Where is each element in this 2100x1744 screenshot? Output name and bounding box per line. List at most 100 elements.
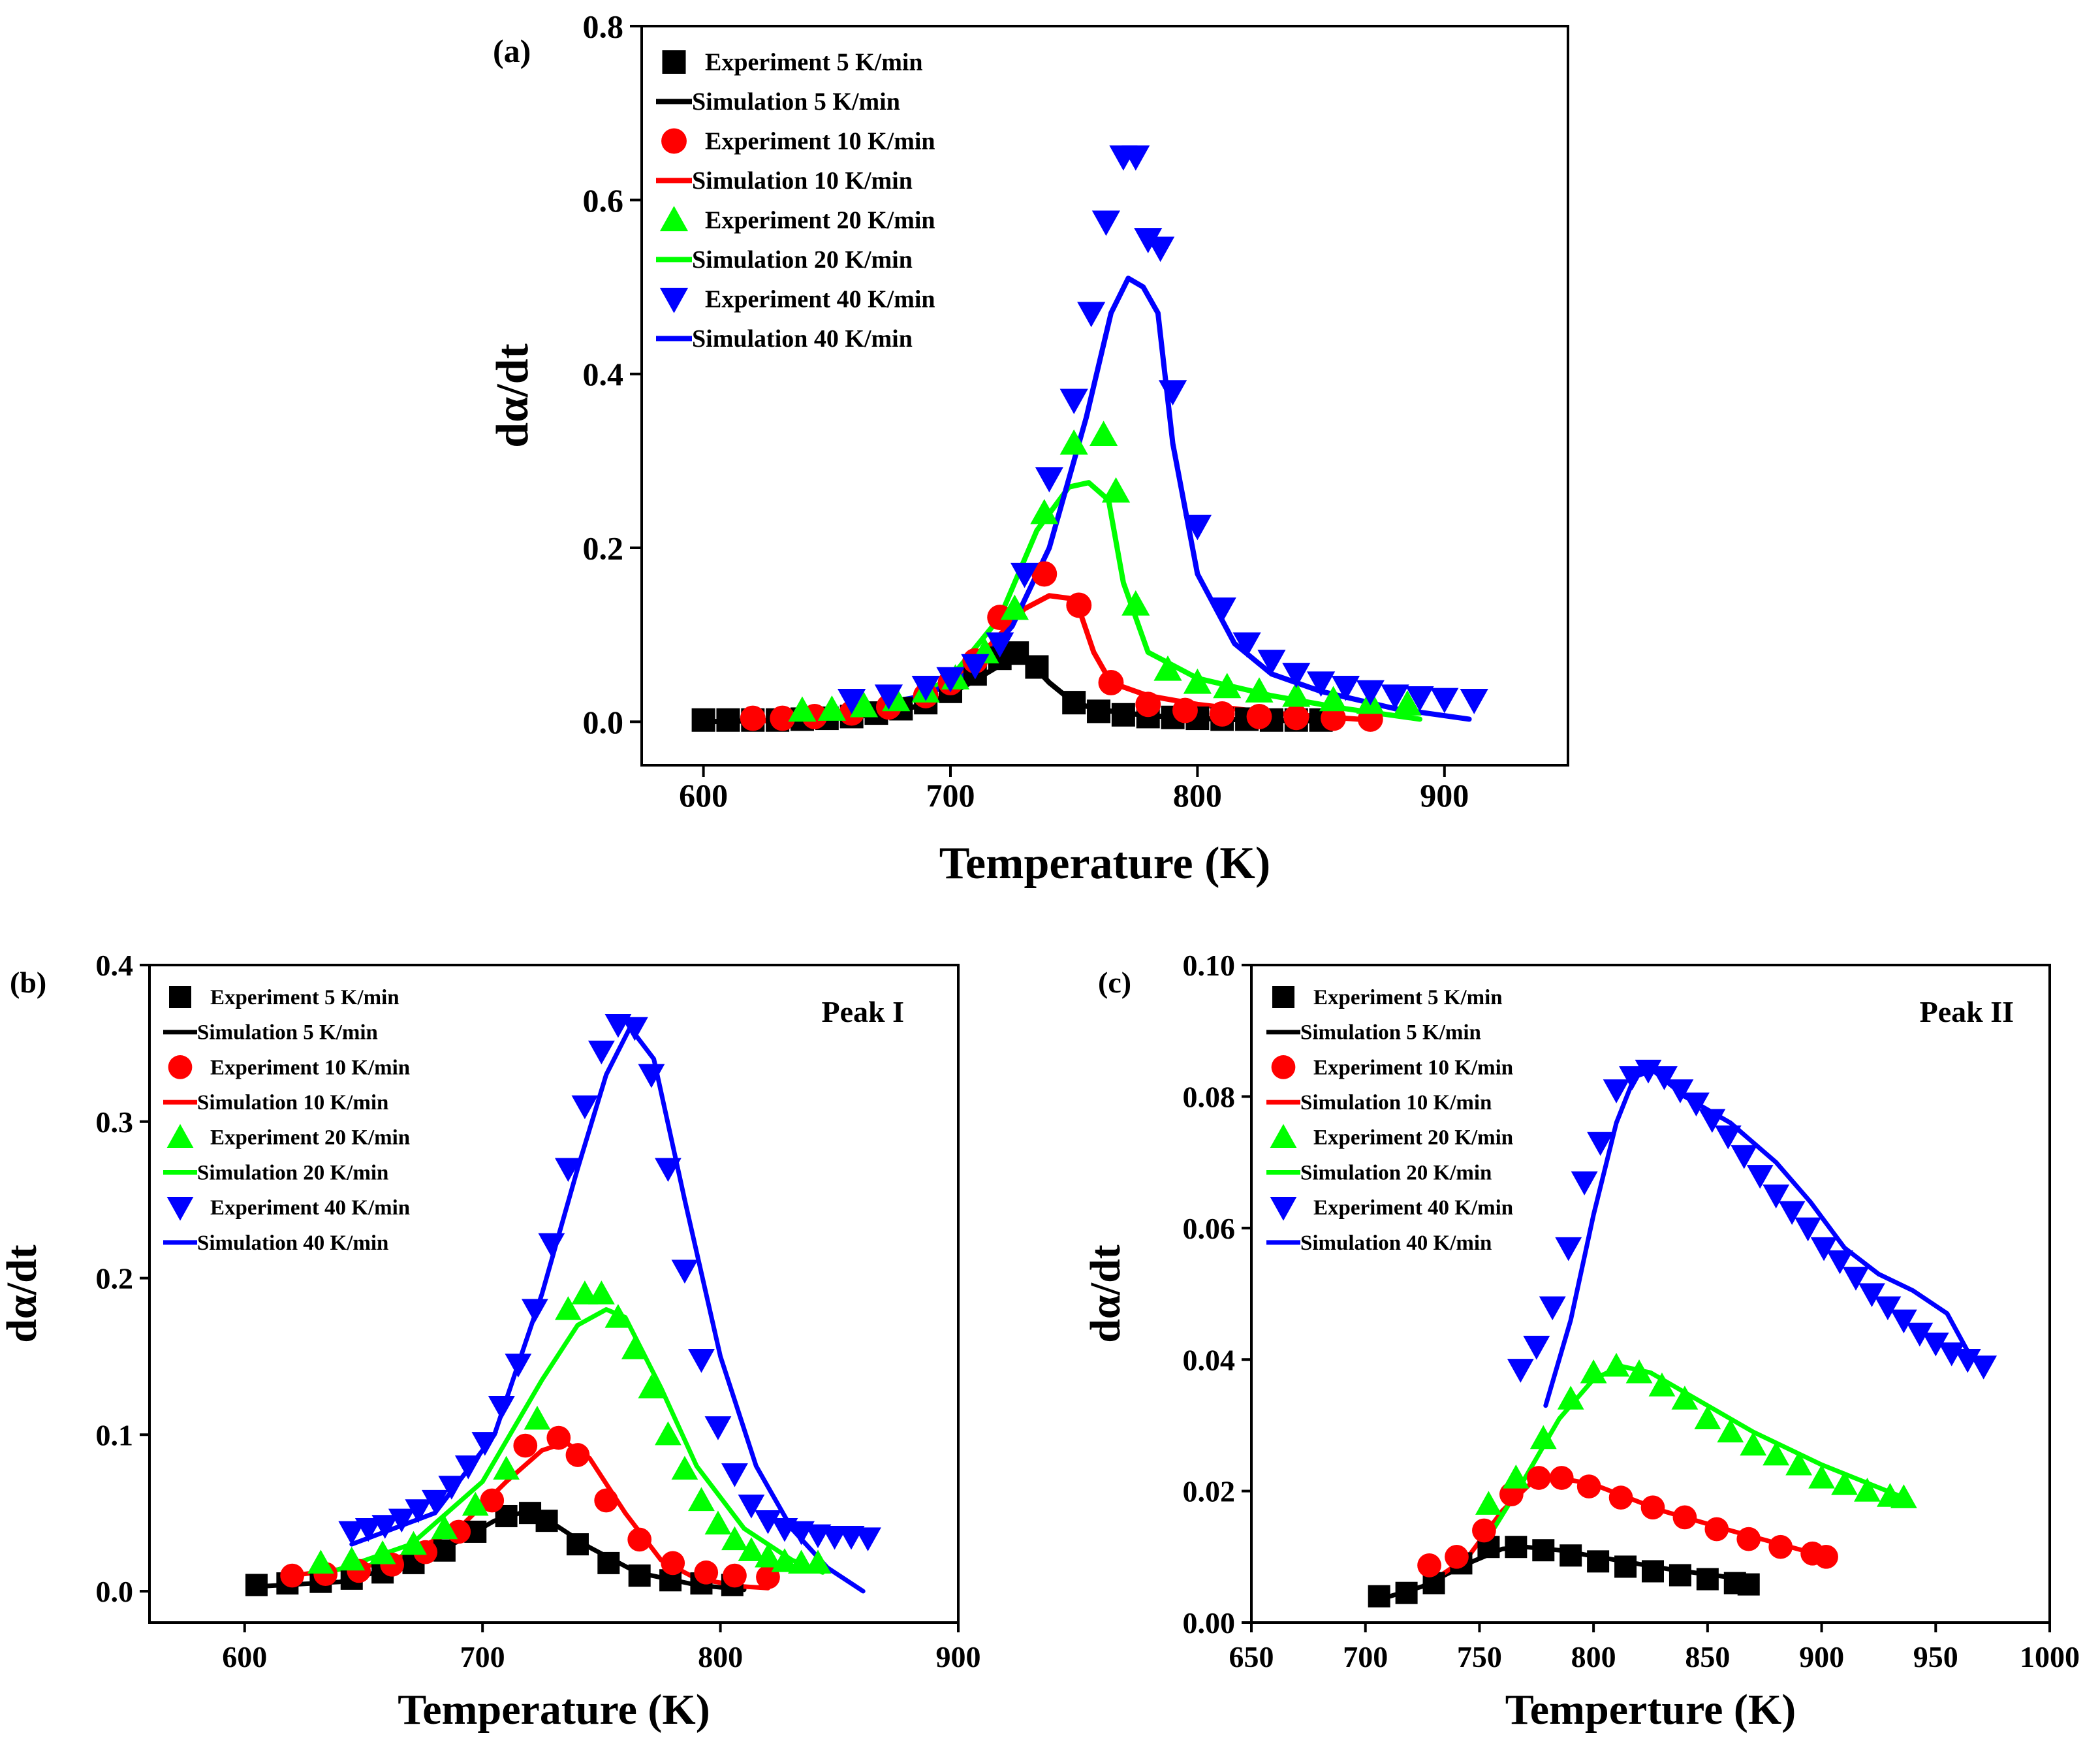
data-point (1010, 562, 1039, 588)
data-point (1714, 1125, 1742, 1150)
chart-panel-c: 650 700 750 800 850 900 950 1000 0.00 0.02 0.04 0.0… (1082, 949, 2080, 1734)
data-point (1529, 1425, 1557, 1450)
data-point (1319, 686, 1348, 712)
data-point (804, 1549, 832, 1574)
data-point (704, 1416, 732, 1440)
data-point (1153, 655, 1182, 681)
x-tick-label: 900 (1799, 1640, 1844, 1673)
data-point (704, 1510, 732, 1535)
legend-marker (1271, 1055, 1296, 1079)
panel-label: (b) (10, 966, 46, 999)
data-point (1245, 677, 1274, 703)
data-point (588, 1280, 615, 1305)
data-point (1731, 1145, 1758, 1169)
legend-marker (659, 206, 689, 232)
data-point (1648, 1372, 1676, 1397)
y-tick-label: 0.06 (1183, 1212, 1236, 1245)
data-point (1000, 594, 1029, 620)
data-point (1608, 1485, 1633, 1510)
data-point (716, 708, 740, 732)
data-point (1395, 1581, 1418, 1604)
data-point (874, 684, 903, 710)
plot-frame (148, 964, 960, 1624)
data-point (1208, 597, 1236, 623)
data-point (388, 1508, 415, 1533)
data-point (1635, 1059, 1662, 1084)
data-point (1672, 1505, 1697, 1530)
data-point (480, 1488, 505, 1513)
data-point (565, 1443, 590, 1467)
data-point (755, 1543, 781, 1568)
data-point (1557, 1386, 1584, 1410)
panel-label: (a) (493, 33, 531, 69)
data-point (1111, 703, 1135, 727)
data-point (1559, 1544, 1582, 1567)
legend-label: Experiment 10 K/min (1313, 1056, 1513, 1079)
data-point (1091, 210, 1120, 236)
data-point (1087, 699, 1111, 723)
plot-frame (1250, 964, 2051, 1624)
data-point (1232, 632, 1261, 658)
data-point (1368, 1585, 1390, 1608)
y-tick-label: 0.0 (96, 1575, 134, 1608)
data-point (1954, 1349, 1981, 1373)
data-point (554, 1296, 582, 1320)
legend-label: Simulation 40 K/min (1300, 1231, 1492, 1255)
data-point (854, 1527, 881, 1551)
data-point (1571, 1171, 1598, 1196)
data-point (371, 1515, 399, 1539)
data-point (1667, 1079, 1694, 1103)
legend-marker (662, 50, 686, 74)
x-tick-label: 800 (698, 1640, 743, 1673)
legend-label: Experiment 20 K/min (705, 207, 935, 234)
data-point (961, 654, 990, 680)
data-point (405, 1499, 432, 1523)
legend-label: Experiment 10 K/min (705, 128, 935, 155)
data-point (661, 1551, 685, 1576)
data-point (400, 1530, 427, 1555)
data-point (911, 676, 940, 701)
data-point (1417, 1553, 1441, 1578)
data-point (1025, 655, 1049, 679)
legend-marker (169, 986, 191, 1008)
x-tick-label: 850 (1685, 1640, 1730, 1673)
data-point (849, 691, 879, 718)
legend-marker (166, 1197, 194, 1221)
data-point (493, 1455, 520, 1480)
data-point (1938, 1342, 1966, 1367)
data-point (671, 1455, 698, 1480)
x-tick-label: 700 (1343, 1640, 1388, 1673)
legend-marker (659, 287, 689, 313)
x-tick-label: 650 (1229, 1640, 1274, 1673)
chart-panel-b: 600 700 800 900 0.0 0.1 0.2 0.3 0.4 Temperature (… (0, 949, 981, 1734)
data-point (1682, 1092, 1710, 1117)
data-point (838, 689, 866, 714)
data-point (1405, 686, 1434, 712)
legend-label: Simulation 5 K/min (692, 88, 900, 116)
data-point (1922, 1332, 1949, 1357)
data-point (1810, 1237, 1838, 1261)
data-point (1430, 688, 1459, 714)
y-axis-label: dα/dt (1082, 1245, 1129, 1343)
y-tick-label: 0.10 (1183, 949, 1236, 982)
data-point (1005, 641, 1029, 665)
data-point (1213, 673, 1242, 699)
legend-label: Experiment 5 K/min (705, 49, 923, 76)
data-point (1526, 1466, 1551, 1490)
y-tick-label: 0.6 (583, 182, 624, 219)
data-point (1555, 1237, 1582, 1261)
data-point (1854, 1478, 1881, 1502)
data-point (338, 1521, 366, 1546)
data-point (1808, 1465, 1835, 1489)
y-tick-label: 0.2 (96, 1262, 134, 1295)
plot-area (691, 145, 1488, 732)
data-point (307, 1549, 334, 1574)
data-point (1640, 1495, 1665, 1520)
data-point (1890, 1309, 1917, 1334)
plot-frame (640, 25, 1569, 767)
data-point (1842, 1267, 1870, 1291)
y-tick-label: 0.8 (583, 8, 624, 45)
data-point (1763, 1441, 1790, 1466)
data-point (788, 1549, 815, 1574)
data-point (723, 1563, 747, 1588)
